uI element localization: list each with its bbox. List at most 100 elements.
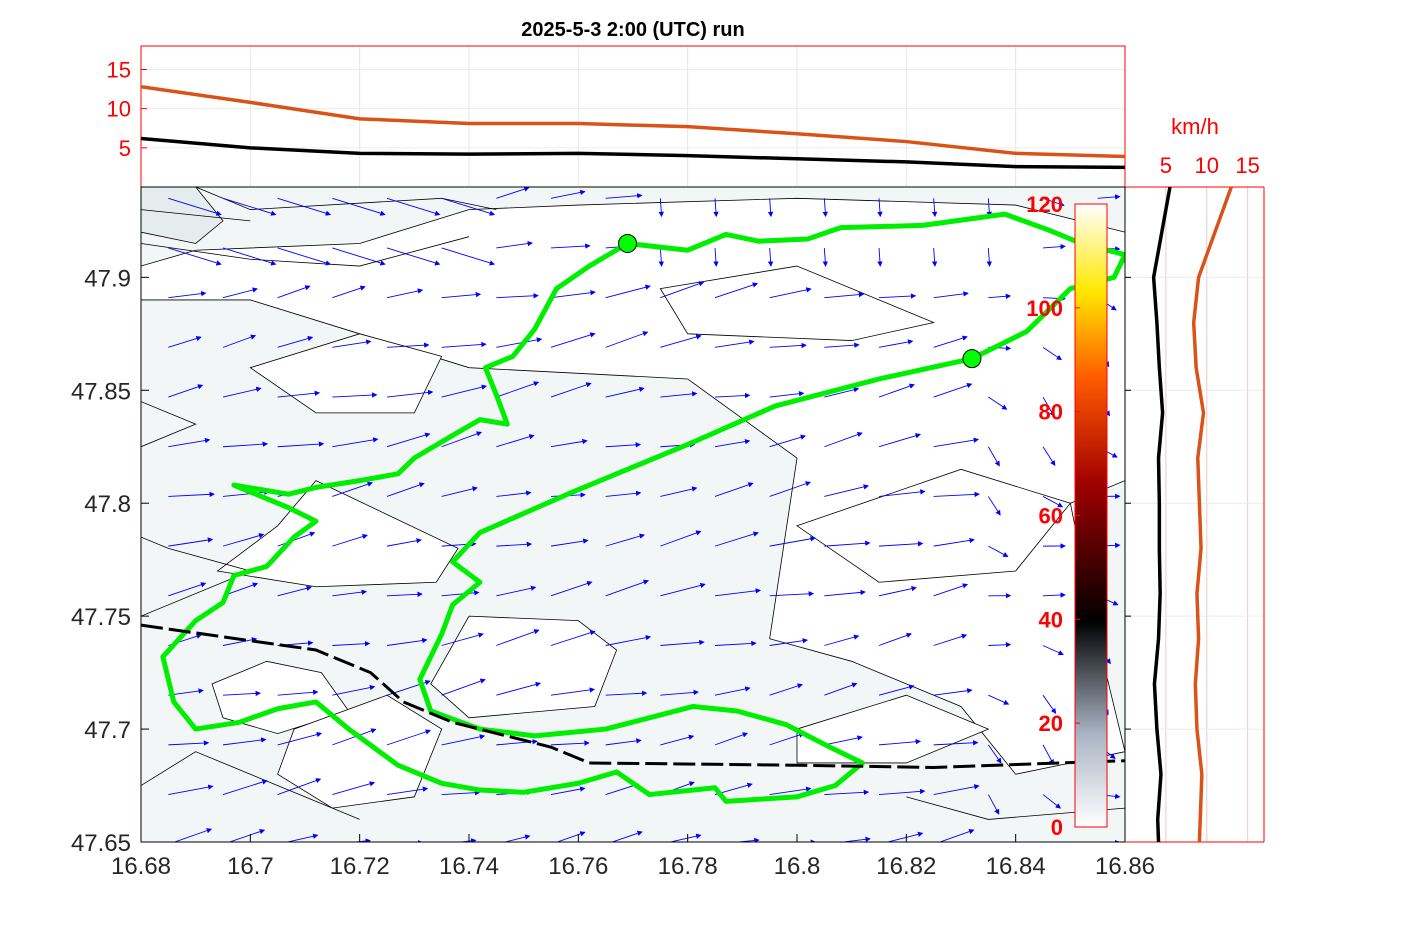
wind-vector (878, 684, 915, 696)
wind-vector (605, 442, 642, 448)
wind-vector (767, 198, 774, 218)
wind-vector (386, 342, 430, 348)
wind-vector (496, 541, 533, 547)
wind-vector (222, 533, 265, 547)
map-xtick-label: 16.84 (986, 853, 1046, 880)
contour-region (216, 480, 459, 588)
colorbar-tick-label: 60 (1039, 504, 1063, 529)
wind-vector (441, 341, 487, 348)
wind-vector (988, 396, 1008, 410)
wind-vector (550, 382, 592, 398)
wind-vector (660, 530, 702, 547)
contour-region (796, 468, 1072, 583)
wind-vector (441, 678, 486, 696)
wind-vector (878, 433, 921, 448)
wind-vector (332, 684, 376, 696)
wind-vector (877, 198, 883, 218)
map-xtick-label: 16.82 (876, 853, 936, 880)
wind-vector (496, 681, 542, 696)
wind-vector (605, 690, 648, 696)
wind-vector (277, 778, 322, 795)
wind-vector (986, 247, 992, 267)
wind-vector (441, 486, 478, 497)
wind-vector (222, 779, 268, 795)
map-xtick-label: 16.76 (548, 853, 608, 880)
wind-vector (496, 490, 532, 497)
wind-vector (496, 187, 530, 199)
wind-vector (222, 441, 269, 448)
wind-vector (550, 630, 596, 646)
wind-vector (878, 739, 922, 746)
colorbar: 0 20 40 60 80 100 120 (1026, 192, 1108, 840)
wind-vector (168, 582, 207, 597)
contour-region-dark (141, 187, 224, 244)
wind-vector (987, 744, 1002, 764)
contour-line (141, 536, 252, 617)
wind-vector (441, 197, 496, 216)
wind-vector (769, 786, 812, 796)
wind-vector (713, 247, 719, 267)
top-series-group (141, 85, 1125, 170)
map-xtick-label: 16.7 (227, 853, 274, 880)
wind-vector (769, 536, 816, 547)
wind-vector (824, 735, 863, 746)
wind-vector (441, 734, 486, 746)
wind-vector (386, 197, 441, 216)
wind-vector (277, 441, 325, 448)
wind-vector (605, 533, 645, 547)
wind-vector (714, 392, 751, 399)
right-xtick-label: 15 (1235, 153, 1259, 178)
wind-vector (386, 247, 441, 266)
wind-vector (878, 339, 914, 348)
wind-vector (886, 831, 924, 842)
wind-vector (824, 634, 860, 646)
wind-vector (714, 339, 755, 348)
wind-vector (714, 732, 749, 746)
wind-vector (1042, 197, 1065, 207)
wind-vector (441, 291, 482, 299)
wind-vector (332, 437, 379, 448)
wind-vector (222, 287, 258, 299)
wind-vector (769, 481, 812, 497)
wind-vector (933, 382, 973, 398)
wind-vector (496, 337, 543, 348)
wind-vector (332, 641, 371, 647)
wind-vector (878, 489, 926, 497)
wind-vector (660, 334, 702, 348)
wind-vector (1042, 243, 1066, 250)
wind-vector (441, 632, 484, 646)
wind-vector (769, 683, 803, 696)
wind-vector (1042, 694, 1057, 714)
top-ytick-label: 15 (107, 58, 131, 83)
wind-vector (417, 840, 424, 842)
wind-vector (769, 591, 815, 597)
right-xtick-label: 5 (1160, 153, 1172, 178)
wind-vector (733, 837, 760, 842)
wind-vector (1042, 744, 1054, 766)
wind-vector (933, 583, 969, 597)
wind-vector (1043, 844, 1065, 846)
map-xtick-label: 16.86 (1095, 853, 1155, 880)
wind-vector (713, 198, 719, 218)
wind-vector (222, 690, 261, 697)
map-ytick-label: 47.65 (71, 830, 131, 857)
wind-vector (496, 629, 540, 646)
wind-vector (550, 243, 591, 249)
wind-vector (1152, 844, 1173, 850)
border-dashed-line (141, 623, 1125, 769)
wind-vector (1042, 645, 1064, 656)
top-series-line-1 (141, 136, 1125, 170)
wind-vector (386, 538, 422, 547)
wind-vector (285, 833, 319, 842)
right-series-line-1 (1151, 186, 1172, 843)
wind-vector (987, 446, 1000, 467)
contour-line (141, 209, 251, 222)
wind-vector (550, 332, 596, 348)
wind-vector (168, 784, 214, 796)
wind-vector (277, 247, 332, 266)
wind-vector (277, 689, 319, 696)
wind-vector (277, 285, 311, 299)
colorbar-tick-label: 20 (1039, 711, 1063, 736)
wind-vector (332, 481, 373, 497)
